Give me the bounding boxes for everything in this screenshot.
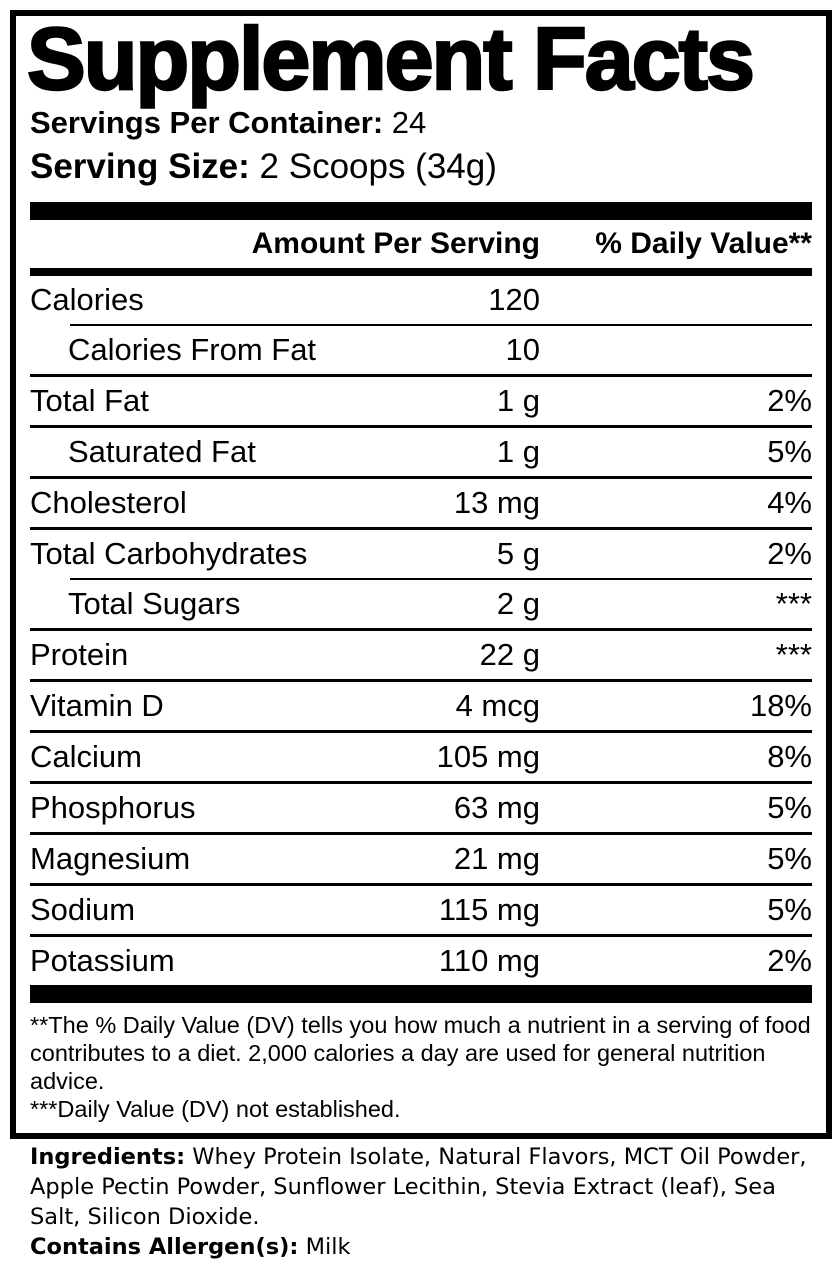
nutrient-amount: 105 mg xyxy=(436,739,540,774)
nutrient-row: Magnesium 21 mg 5% xyxy=(30,835,812,883)
nutrient-name: Magnesium xyxy=(30,841,191,876)
nutrient-row: Total Sugars 2 g *** xyxy=(30,580,812,628)
nutrient-name: Phosphorus xyxy=(30,790,196,825)
nutrient-amount: 2 g xyxy=(496,586,540,621)
nutrient-daily-value: 5% xyxy=(767,841,812,876)
nutrient-amount: 22 g xyxy=(479,637,540,672)
row-divider xyxy=(30,934,812,937)
nutrient-name: Sodium xyxy=(30,892,136,927)
row-divider xyxy=(30,476,812,479)
allergen-value: Milk xyxy=(305,1234,351,1260)
nutrient-daily-value: 5% xyxy=(767,434,812,469)
nutrient-amount: 63 mg xyxy=(453,790,540,825)
nutrient-amount: 13 mg xyxy=(453,485,540,520)
supplement-facts-panel: Supplement Facts Servings Per Container:… xyxy=(10,10,832,1139)
not-established-footnote: ***Daily Value (DV) not established. xyxy=(30,1096,401,1122)
row-divider xyxy=(30,832,812,835)
nutrient-amount: 5 g xyxy=(496,536,540,571)
nutrient-name: Calories xyxy=(30,282,144,317)
nutrient-name: Calories From Fat xyxy=(68,332,317,367)
nutrient-amount: 21 mg xyxy=(453,841,540,876)
nutrient-amount: 110 mg xyxy=(438,943,540,978)
nutrient-row: Calories 120 xyxy=(30,276,812,324)
nutrient-daily-value: 2% xyxy=(767,943,812,978)
nutrient-table: Calories 120 Calories From Fat 10 Total … xyxy=(30,276,812,985)
nutrient-row: Potassium 110 mg 2% xyxy=(30,937,812,985)
servings-per-container-value: 24 xyxy=(391,105,427,140)
footnotes: **The % Daily Value (DV) tells you how m… xyxy=(30,1003,812,1133)
ingredients-section: Ingredients: Whey Protein Isolate, Natur… xyxy=(30,1142,816,1262)
nutrient-daily-value: 2% xyxy=(767,383,812,418)
nutrient-daily-value: 5% xyxy=(767,892,812,927)
nutrient-row: Vitamin D 4 mcg 18% xyxy=(30,682,812,730)
nutrient-daily-value: 5% xyxy=(767,790,812,825)
row-divider xyxy=(30,781,812,784)
daily-value-footnote: **The % Daily Value (DV) tells you how m… xyxy=(30,1012,811,1094)
top-separator-bar xyxy=(30,202,812,220)
allergen-label: Contains Allergen(s): xyxy=(30,1234,299,1260)
nutrient-name: Cholesterol xyxy=(30,485,187,520)
row-divider xyxy=(30,374,812,377)
ingredients-line: Ingredients: Whey Protein Isolate, Natur… xyxy=(30,1142,816,1232)
daily-value-column-header: % Daily Value** xyxy=(595,227,812,260)
row-divider xyxy=(70,578,812,580)
nutrient-name: Potassium xyxy=(30,943,175,978)
row-divider xyxy=(30,425,812,428)
nutrient-amount: 1 g xyxy=(496,434,540,469)
allergen-line: Contains Allergen(s): Milk xyxy=(30,1232,816,1262)
serving-size-value: 2 Scoops (34g) xyxy=(259,147,497,186)
nutrient-row: Total Fat 1 g 2% xyxy=(30,377,812,425)
nutrient-row: Protein 22 g *** xyxy=(30,631,812,679)
nutrient-row: Phosphorus 63 mg 5% xyxy=(30,784,812,832)
nutrient-amount: 120 xyxy=(488,282,540,317)
table-header-row: Amount Per Serving % Daily Value** xyxy=(30,220,812,268)
row-divider xyxy=(30,527,812,530)
nutrient-name: Total Carbohydrates xyxy=(30,536,308,571)
nutrient-name: Protein xyxy=(30,637,129,672)
row-divider xyxy=(30,730,812,733)
nutrient-name: Total Sugars xyxy=(68,586,241,621)
nutrient-row: Calcium 105 mg 8% xyxy=(30,733,812,781)
row-divider xyxy=(30,628,812,631)
panel-title: Supplement Facts xyxy=(26,9,756,108)
nutrient-row: Calories From Fat 10 xyxy=(30,326,812,374)
servings-per-container-label: Servings Per Container: xyxy=(30,105,384,140)
serving-size-label: Serving Size: xyxy=(30,147,250,186)
nutrient-row: Saturated Fat 1 g 5% xyxy=(30,428,812,476)
row-divider xyxy=(30,883,812,886)
row-divider xyxy=(70,324,812,326)
nutrient-name: Saturated Fat xyxy=(68,434,256,469)
nutrient-daily-value: *** xyxy=(775,637,812,672)
ingredients-text: Whey Protein Isolate, Natural Flavors, M… xyxy=(30,1144,807,1230)
serving-size-line: Serving Size: 2 Scoops (34g) xyxy=(30,144,812,190)
header-underline-bar xyxy=(30,268,812,276)
nutrient-amount: 10 xyxy=(505,332,540,367)
nutrient-name: Total Fat xyxy=(30,383,149,418)
nutrient-daily-value: 8% xyxy=(767,739,812,774)
nutrient-daily-value: 18% xyxy=(749,688,812,723)
row-divider xyxy=(30,679,812,682)
nutrient-amount: 4 mcg xyxy=(455,688,540,723)
nutrient-amount: 115 mg xyxy=(438,892,540,927)
nutrient-daily-value: 2% xyxy=(767,536,812,571)
ingredients-label: Ingredients: xyxy=(30,1144,186,1170)
nutrient-row: Cholesterol 13 mg 4% xyxy=(30,479,812,527)
nutrient-name: Vitamin D xyxy=(30,688,164,723)
nutrient-row: Total Carbohydrates 5 g 2% xyxy=(30,530,812,578)
amount-column-header: Amount Per Serving xyxy=(251,227,540,260)
nutrient-daily-value: *** xyxy=(775,586,812,621)
nutrient-row: Sodium 115 mg 5% xyxy=(30,886,812,934)
nutrient-amount: 1 g xyxy=(496,383,540,418)
nutrient-name: Calcium xyxy=(30,739,142,774)
bottom-separator-bar xyxy=(30,985,812,1003)
nutrient-daily-value: 4% xyxy=(767,485,812,520)
servings-per-container-line: Servings Per Container: 24 xyxy=(30,102,812,144)
